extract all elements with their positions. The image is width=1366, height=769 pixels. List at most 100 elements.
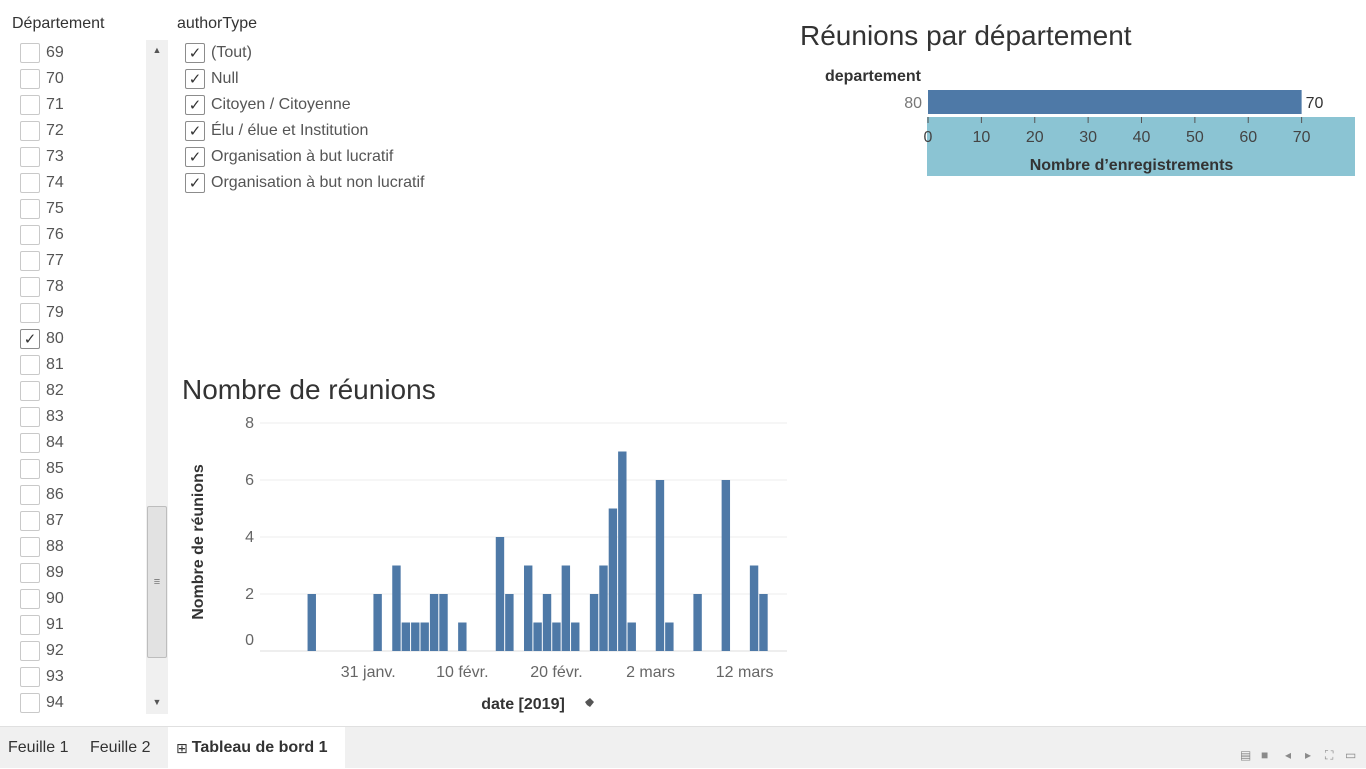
checkbox[interactable] [20,563,40,583]
checkbox[interactable] [20,407,40,427]
present-icon[interactable]: ▭ [1345,748,1357,762]
scroll-down-icon[interactable]: ▼ [152,697,162,707]
histogram-bar[interactable] [552,622,561,652]
departement-option[interactable]: 86 [20,482,150,508]
single-view-icon[interactable]: ■ [1261,748,1269,762]
sheet-tab[interactable]: Feuille 1 [0,727,82,769]
histogram-bar[interactable] [759,594,768,651]
checkbox[interactable] [20,121,40,141]
checkbox[interactable]: ✓ [185,121,205,141]
departement-option[interactable]: 76 [20,222,150,248]
histogram-bar[interactable] [505,594,514,651]
author-type-option[interactable]: ✓ Organisation à but non lucratif [185,170,424,196]
histogram-bar[interactable] [439,594,448,651]
departement-option[interactable]: 83 [20,404,150,430]
departement-option[interactable]: 93 [20,664,150,690]
histogram-bar[interactable] [429,594,439,651]
checkbox[interactable] [20,199,40,219]
checkbox[interactable] [20,459,40,479]
departement-option[interactable]: 91 [20,612,150,638]
departement-option[interactable]: 70 [20,66,150,92]
grid-view-icon[interactable]: ▤ [1240,748,1252,762]
checkbox[interactable]: ✓ [185,173,205,193]
histogram-bar[interactable] [749,565,759,652]
histogram-bar[interactable] [524,565,533,652]
checkbox[interactable] [20,355,40,375]
checkbox[interactable] [20,225,40,245]
prev-icon[interactable]: ◂ [1285,748,1292,762]
checkbox[interactable] [20,303,40,323]
histogram-bar[interactable] [533,622,542,652]
checkbox[interactable] [20,537,40,557]
histogram-bar[interactable] [589,594,599,651]
departement-option[interactable]: 90 [20,586,150,612]
checkbox[interactable] [20,69,40,89]
histogram-bar[interactable] [693,594,702,651]
departement-option[interactable]: 79 [20,300,150,326]
checkbox[interactable] [20,667,40,687]
departement-option[interactable]: 87 [20,508,150,534]
checkbox[interactable] [20,95,40,115]
checkbox[interactable] [20,511,40,531]
departement-option[interactable]: 69 [20,40,150,66]
histogram-bar[interactable] [721,480,731,651]
checkbox[interactable]: ✓ [185,95,205,115]
histogram-bar[interactable] [458,622,467,652]
histogram-bar[interactable] [373,594,382,651]
checkbox[interactable]: ✓ [185,147,205,167]
author-type-option[interactable]: ✓ Élu / élue et Institution [185,118,368,144]
histogram-bar[interactable] [627,622,636,652]
histogram-bar[interactable] [599,565,608,652]
departement-option[interactable]: 92 [20,638,150,664]
checkbox[interactable]: ✓ [185,69,205,89]
departement-option[interactable]: 77 [20,248,150,274]
departement-option[interactable]: 72 [20,118,150,144]
checkbox[interactable]: ✓ [20,329,40,349]
checkbox[interactable]: ✓ [185,43,205,63]
histogram-bar[interactable] [665,622,674,652]
next-icon[interactable]: ▸ [1305,748,1312,762]
departement-option[interactable]: 94 [20,690,150,714]
histogram-bar[interactable] [618,451,627,652]
departement-option[interactable]: 71 [20,92,150,118]
author-type-option[interactable]: ✓ Null [185,66,239,92]
departement-option[interactable]: 81 [20,352,150,378]
departement-option[interactable]: 74 [20,170,150,196]
departement-option[interactable]: 75 [20,196,150,222]
departement-option[interactable]: 88 [20,534,150,560]
checkbox[interactable] [20,589,40,609]
author-type-option[interactable]: ✓ (Tout) [185,40,252,66]
checkbox[interactable] [20,381,40,401]
histogram-bar[interactable] [542,594,552,651]
checkbox[interactable] [20,43,40,63]
bar[interactable] [928,90,1302,114]
histogram-bar[interactable] [608,508,618,652]
sheet-tab[interactable]: ⊞ Tableau de bord 1 [168,727,345,769]
departement-option[interactable]: 85 [20,456,150,482]
histogram-bar[interactable] [655,480,665,651]
departement-option[interactable]: 89 [20,560,150,586]
departement-option[interactable]: 78 [20,274,150,300]
checkbox[interactable] [20,173,40,193]
checkbox[interactable] [20,485,40,505]
departement-option[interactable]: ✓ 80 [20,326,150,352]
histogram-bar[interactable] [401,622,411,652]
author-type-option[interactable]: ✓ Organisation à but lucratif [185,144,393,170]
checkbox[interactable] [20,615,40,635]
fullscreen-icon[interactable]: ⛶ [1325,748,1334,762]
checkbox[interactable] [20,693,40,713]
histogram-bar[interactable] [495,537,505,651]
histogram-bar[interactable] [420,622,429,652]
histogram-bar[interactable] [571,622,580,652]
checkbox[interactable] [20,433,40,453]
checkbox[interactable] [20,641,40,661]
scroll-up-icon[interactable]: ▲ [152,45,162,55]
departement-option[interactable]: 82 [20,378,150,404]
pin-icon[interactable] [583,698,594,710]
checkbox[interactable] [20,251,40,271]
sheet-tab[interactable]: Feuille 2 [82,727,166,769]
author-type-option[interactable]: ✓ Citoyen / Citoyenne [185,92,351,118]
departement-option[interactable]: 73 [20,144,150,170]
checkbox[interactable] [20,277,40,297]
histogram-bar[interactable] [411,622,420,652]
